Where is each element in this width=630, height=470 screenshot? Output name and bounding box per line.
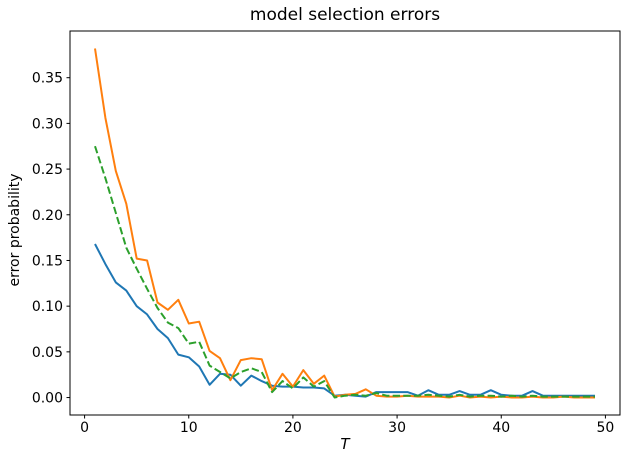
series-line-orange xyxy=(94,48,595,399)
y-tick-label: 0.30 xyxy=(32,116,63,132)
y-tick-label: 0.15 xyxy=(32,253,63,269)
y-tick-label: 0.05 xyxy=(32,345,63,361)
y-axis-label: error probability xyxy=(7,173,23,287)
y-tick-label: 0.00 xyxy=(32,391,63,407)
x-tick-label: 10 xyxy=(180,420,198,436)
x-tick-label: 50 xyxy=(597,420,615,436)
x-axis-label: T xyxy=(340,435,350,453)
x-tick-label: 0 xyxy=(80,420,89,436)
x-tick-label: 40 xyxy=(492,420,510,436)
series-line-green xyxy=(94,145,595,399)
y-tick-label: 0.20 xyxy=(32,208,63,224)
y-tick-label: 0.25 xyxy=(32,162,63,178)
x-tick-label: 30 xyxy=(388,420,406,436)
axes-frame xyxy=(69,30,621,416)
y-tick-label: 0.35 xyxy=(32,71,63,87)
x-tick-label: 20 xyxy=(284,420,302,436)
chart-title: model selection errors xyxy=(249,5,441,25)
y-tick-label: 0.10 xyxy=(32,299,63,315)
series-line-blue xyxy=(94,243,595,398)
